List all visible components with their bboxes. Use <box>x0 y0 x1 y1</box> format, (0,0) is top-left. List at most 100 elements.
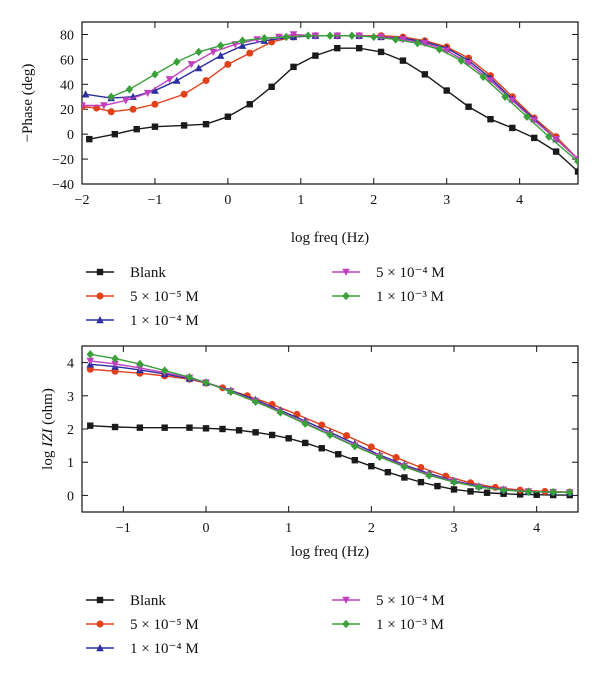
impedance-data-point <box>434 482 441 490</box>
phase-data-point <box>435 45 444 54</box>
phase-data-point <box>202 77 210 85</box>
impedance-data-point <box>524 487 533 496</box>
impedance-x-tick-label: 0 <box>203 521 210 536</box>
phase-data-point <box>133 125 140 133</box>
impedance-data-point <box>533 491 540 498</box>
phase-data-point <box>545 132 553 141</box>
phase-data-point <box>509 124 516 132</box>
phase-y-tick-label: −40 <box>52 178 74 193</box>
phase-data-point <box>465 103 472 110</box>
phase-y-tick-label: 20 <box>60 103 74 118</box>
legend-item: 5 × 10⁻⁵ M <box>86 289 199 305</box>
phase-data-point <box>129 105 137 113</box>
phase-x-tick-label: 0 <box>224 193 231 208</box>
phase-data-point <box>209 48 218 56</box>
phase-data-point <box>82 102 86 110</box>
legend-item: Blank <box>86 265 166 281</box>
impedance-data-point <box>136 359 144 369</box>
phase-data-point <box>421 71 429 78</box>
impedance-legend: Blank 5 × 10⁻⁵ M 1 × 10⁻⁴ M 5 × 10⁻⁴ M 1 × 1… <box>86 593 445 657</box>
phase-data-point <box>413 38 422 48</box>
impedance-y-axis-label: log IZI (ohm) <box>40 388 56 470</box>
impedance-data-point <box>160 366 169 375</box>
impedance-x-tick-label: 2 <box>368 521 375 536</box>
phase-data-point <box>574 157 578 166</box>
impedance-data-point <box>384 468 392 476</box>
phase-data-point <box>391 35 400 44</box>
phase-data-point <box>151 86 159 94</box>
phase-data-point <box>125 85 134 94</box>
legend-label: 5 × 10⁻⁴ M <box>376 265 445 281</box>
phase-data-point <box>173 76 181 84</box>
impedance-data-point <box>219 425 226 433</box>
phase-data-point <box>523 112 531 121</box>
phase-data-point <box>399 36 407 44</box>
impedance-data-point <box>227 387 235 397</box>
phase-x-axis-label: log freq (Hz) <box>291 230 369 246</box>
impedance-data-point <box>86 350 94 359</box>
phase-data-point <box>370 32 378 42</box>
phase-data-point <box>224 60 232 68</box>
legend-marker <box>96 316 104 324</box>
phase-data-point <box>399 57 407 64</box>
legend-label: Blank <box>130 593 166 609</box>
phase-data-point <box>443 87 450 94</box>
impedance-data-point <box>392 454 400 462</box>
phase-data-point <box>216 41 225 50</box>
phase-series-line <box>89 47 578 173</box>
legend-marker <box>96 292 104 300</box>
phase-data-point <box>195 47 203 57</box>
impedance-data-point <box>301 419 309 428</box>
impedance-data-point <box>111 360 119 368</box>
legend-item: 1 × 10⁻⁴ M <box>86 641 199 657</box>
phase-chart: −2 −1 0 1 2 3 4 −40 −20 0 20 40 60 80 log freq (Hz) −Ph… <box>20 21 579 329</box>
legend-item: 5 × 10⁻⁴ M <box>332 593 445 609</box>
impedance-data-point <box>111 423 119 431</box>
phase-data-point <box>501 92 509 101</box>
phase-series-line <box>110 35 578 163</box>
impedance-series-4 <box>86 350 574 497</box>
phase-data-point <box>216 51 225 59</box>
phase-y-tick-label: 40 <box>60 78 74 93</box>
impedance-data-point <box>326 430 334 440</box>
phase-legend: Blank 5 × 10⁻⁵ M 1 × 10⁻⁴ M 5 × 10⁻⁴ M 1 × 1… <box>86 265 445 329</box>
legend-label: 1 × 10⁻⁴ M <box>130 641 199 657</box>
phase-data-point <box>238 41 247 49</box>
phase-x-tick-label: −1 <box>147 193 162 208</box>
impedance-chart: −1 0 1 2 3 4 0 1 2 3 4 log freq (Hz) log IZI (ohm) Bl… <box>40 345 579 657</box>
impedance-data-point <box>499 485 508 495</box>
phase-data-point <box>246 49 254 57</box>
phase-data-point <box>442 47 451 55</box>
impedance-data-point <box>302 439 309 447</box>
phase-data-point <box>312 52 319 59</box>
impedance-data-point <box>136 364 144 372</box>
phase-data-point <box>355 44 363 52</box>
legend-marker <box>342 268 350 276</box>
phase-data-point <box>304 31 312 40</box>
phase-data-point <box>574 168 578 175</box>
impedance-data-point <box>368 462 375 470</box>
impedance-data-point <box>86 365 94 373</box>
phase-data-point <box>93 104 101 112</box>
impedance-data-point <box>202 378 210 387</box>
phase-data-point <box>173 57 181 67</box>
phase-data-point <box>486 77 495 85</box>
phase-data-point <box>464 59 473 68</box>
phase-y-tick-label: 80 <box>60 28 74 43</box>
phase-data-point <box>282 32 290 42</box>
phase-data-point <box>82 90 90 98</box>
phase-y-tick-label: −20 <box>52 153 74 168</box>
phase-data-point <box>574 155 578 164</box>
impedance-data-point <box>335 451 342 458</box>
legend-label: 1 × 10⁻⁴ M <box>130 313 199 329</box>
phase-data-point <box>326 31 334 40</box>
legend-label: 5 × 10⁻⁴ M <box>376 593 445 609</box>
impedance-data-point <box>467 488 474 495</box>
phase-x-tick-label: 2 <box>370 193 377 208</box>
impedance-data-point <box>475 482 483 492</box>
impedance-data-point <box>202 425 210 432</box>
impedance-data-point <box>268 431 276 439</box>
legend-marker <box>342 596 350 604</box>
impedance-x-axis-label: log freq (Hz) <box>291 544 369 560</box>
phase-data-point <box>151 100 159 108</box>
